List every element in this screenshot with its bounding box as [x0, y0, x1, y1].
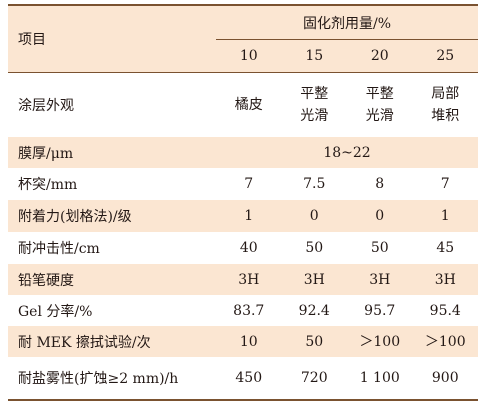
row-label: 附着力(划格法)/级 [18, 209, 132, 225]
table-cell: 50 [370, 240, 389, 256]
table-cell: 8 [375, 176, 385, 192]
row-label: 耐冲击性/cm [18, 241, 100, 257]
row-label: 膜厚/μm [18, 145, 74, 162]
header-group-label: 固化剂用量/% [216, 6, 478, 40]
table-cell: 900 [431, 370, 459, 386]
table-cell: 50 [305, 240, 324, 256]
results-table: 项目 固化剂用量/% 10 15 20 25 涂层外观 橘皮 平整 光滑 平整 光滑… [8, 4, 478, 401]
header-column: 20 [370, 48, 389, 64]
cell-line: 局部 [431, 86, 460, 102]
header-row-label: 项目 [18, 32, 46, 48]
row-label: 耐 MEK 擦拭试验/次 [18, 334, 151, 351]
table-header: 项目 固化剂用量/% 10 15 20 25 [8, 6, 478, 72]
table-cell: 3H [434, 271, 456, 288]
table-cell: 92.4 [298, 302, 330, 319]
row-label: 铅笔硬度 [18, 272, 74, 289]
table-cell: 3H [238, 271, 260, 288]
table-cell: 3H [303, 271, 325, 288]
table-cell: 83.7 [233, 302, 265, 319]
table-row: 附着力(划格法)/级 1 0 0 1 [8, 200, 478, 232]
cell-line: 光滑 [365, 108, 394, 124]
table-cell: 1 [244, 208, 254, 224]
table-cell: 50 [305, 333, 324, 350]
table-cell: 7 [244, 176, 254, 192]
table-cell: 10 [239, 333, 258, 350]
header-columns: 10 15 20 25 [216, 40, 478, 72]
header-column: 10 [239, 48, 258, 64]
table-row: Gel 分率/% 83.7 92.4 95.7 95.4 [8, 295, 478, 326]
table-row: 耐盐雾性(扩蚀≥2 mm)/h 450 720 1 100 900 [8, 357, 478, 399]
row-label: 涂层外观 [18, 98, 74, 114]
table-cell: 95.7 [364, 302, 396, 319]
table-row: 膜厚/μm 18~22 [8, 137, 478, 168]
cell-line: 堆积 [431, 108, 460, 124]
table-cell: 0 [309, 208, 319, 224]
table-cell: 3H [369, 271, 391, 288]
cell-line: 光滑 [300, 108, 329, 124]
header-group: 固化剂用量/% 10 15 20 25 [216, 6, 478, 72]
cell-line: 平整 [365, 86, 394, 102]
table-cell: 0 [375, 208, 385, 224]
table-row: 杯突/mm 7 7.5 8 7 [8, 168, 478, 200]
table-cell: 1 100 [359, 370, 400, 386]
row-label: Gel 分率/% [18, 303, 93, 320]
cell-line: 平整 [300, 86, 329, 102]
row-label: 杯突/mm [18, 177, 78, 193]
table-cell: 450 [235, 370, 263, 386]
table-cell: 7 [440, 176, 450, 192]
header-column: 25 [436, 48, 455, 64]
table-cell: 平整 光滑 [282, 83, 348, 127]
table-cell: 局部 堆积 [413, 83, 479, 127]
table-cell: 720 [300, 370, 328, 386]
table-cell: 7.5 [303, 176, 326, 192]
table-row: 涂层外观 橘皮 平整光滑 平整光滑 局部堆积 [8, 72, 478, 137]
header-column: 15 [305, 48, 324, 64]
table-cell: 40 [239, 240, 258, 256]
table-row: 铅笔硬度 3H 3H 3H 3H [8, 264, 478, 295]
table-cell: ＞100 [424, 333, 466, 350]
table-cell: 1 [440, 208, 450, 224]
table-cell: 95.4 [429, 302, 461, 319]
row-label: 耐盐雾性(扩蚀≥2 mm)/h [18, 371, 179, 387]
table-cell: 平整 光滑 [347, 83, 413, 127]
table-cell: 橘皮 [216, 94, 282, 116]
table-row: 耐 MEK 擦拭试验/次 10 50 ＞100 ＞100 [8, 326, 478, 357]
table-row: 耐冲击性/cm 40 50 50 45 [8, 232, 478, 264]
table-cell: 45 [436, 240, 455, 256]
table-cell: 18~22 [323, 144, 371, 161]
table-cell: ＞100 [359, 333, 401, 350]
cell-line: 橘皮 [234, 97, 263, 113]
